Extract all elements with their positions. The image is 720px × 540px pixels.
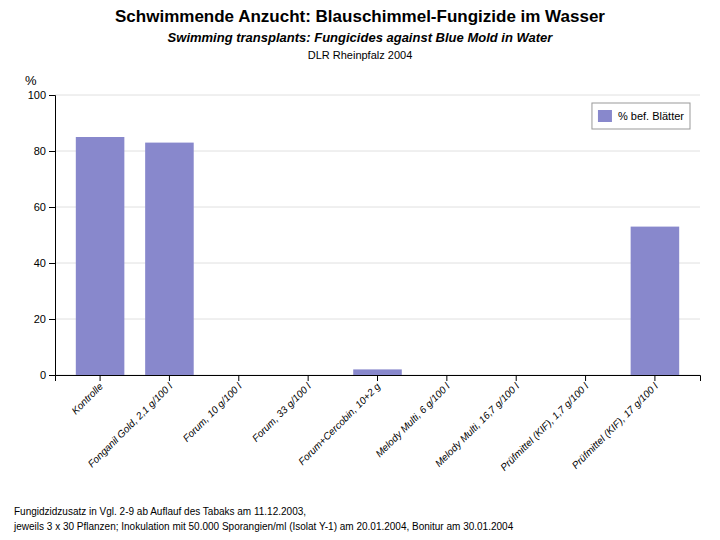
footnote: Fungidzidzusatz in Vgl. 2-9 ab Auflauf d…: [14, 506, 306, 517]
tick-mark: [49, 151, 55, 152]
y-tick: 80: [34, 145, 55, 157]
x-tick: Forum, 33 g/100 l: [250, 375, 314, 444]
x-tick-label: Melody Multi, 6 g/100 l: [373, 380, 452, 459]
tick-mark: [446, 375, 447, 381]
subtitle: Swimming transplants: Fungicides against…: [168, 30, 554, 45]
legend-label: % bef. Blätter: [618, 110, 684, 122]
axis-line: [49, 96, 56, 376]
tick-mark: [516, 375, 517, 381]
bar: [492, 375, 541, 376]
tick-mark: [100, 375, 101, 381]
bar: [145, 143, 194, 375]
y-tick: 40: [34, 257, 55, 269]
legend-box: [592, 103, 690, 129]
x-tick: Forum+Cercobin, 10+2 g: [296, 375, 383, 467]
y-axis: 0 20 40 60 80 100: [28, 89, 56, 381]
bar: [215, 375, 264, 376]
bars: [76, 137, 679, 375]
bar: [284, 375, 333, 376]
bar: [631, 227, 680, 375]
bar: [561, 375, 610, 376]
y-tick-label: 100: [28, 89, 46, 101]
x-tick-label: Forum, 10 g/100 l: [181, 380, 245, 444]
x-tick: Kontrolle: [69, 375, 105, 416]
x-tick-label: Forum+Cercobin, 10+2 g: [296, 380, 383, 467]
tick-mark: [377, 375, 378, 381]
tick-mark: [49, 375, 55, 376]
x-tick-label: Kontrolle: [69, 380, 105, 416]
tick-mark: [308, 375, 309, 381]
grid: [55, 95, 700, 375]
x-tick: Melody Multi, 6 g/100 l: [373, 375, 452, 459]
y-tick: 100: [28, 89, 55, 101]
legend: % bef. Blätter: [592, 103, 690, 129]
x-axis: KontrolleFonganil Gold, 2,1 g/100 lForum…: [56, 375, 701, 473]
bar: [76, 137, 125, 375]
title: Schwimmende Anzucht: Blauschimmel-Fungiz…: [115, 7, 605, 26]
tick-mark: [654, 375, 655, 381]
y-tick: 0: [40, 369, 55, 381]
x-tick: Fonganil Gold, 2,1 g/100 l: [86, 375, 175, 469]
tick-mark: [49, 319, 55, 320]
y-axis-label: %: [25, 73, 37, 88]
y-tick-label: 0: [40, 369, 46, 381]
tick-mark: [585, 375, 586, 381]
tick-mark: [49, 95, 55, 96]
tick-mark: [49, 263, 55, 264]
y-tick: 20: [34, 313, 55, 325]
y-tick: 60: [34, 201, 55, 213]
tick-mark: [49, 207, 55, 208]
y-tick-label: 80: [34, 145, 46, 157]
chart: Schwimmende Anzucht: Blauschimmel-Fungiz…: [0, 0, 720, 540]
y-tick-label: 40: [34, 257, 46, 269]
tick-mark: [238, 375, 239, 381]
y-tick-label: 20: [34, 313, 46, 325]
footnote: jeweils 3 x 30 Pflanzen; Inokulation mit…: [13, 521, 514, 532]
x-tick: Forum, 10 g/100 l: [181, 375, 245, 444]
legend-swatch: [598, 110, 612, 122]
tick-mark: [169, 375, 170, 381]
x-tick-label: Fonganil Gold, 2,1 g/100 l: [86, 380, 175, 469]
subtitle: DLR Rheinpfalz 2004: [308, 49, 413, 61]
x-tick: Prüfmittel (KIF), 17 g/100 l: [570, 375, 661, 471]
bar: [353, 369, 402, 375]
axis-line: [56, 376, 701, 382]
x-tick-label: Forum, 33 g/100 l: [250, 380, 314, 444]
x-tick-label: Prüfmittel (KIF), 17 g/100 l: [570, 380, 661, 471]
bar: [423, 375, 472, 376]
y-tick-label: 60: [34, 201, 46, 213]
grid-line: [55, 95, 700, 96]
plot: KontrolleFonganil Gold, 2,1 g/100 lForum…: [28, 89, 701, 473]
